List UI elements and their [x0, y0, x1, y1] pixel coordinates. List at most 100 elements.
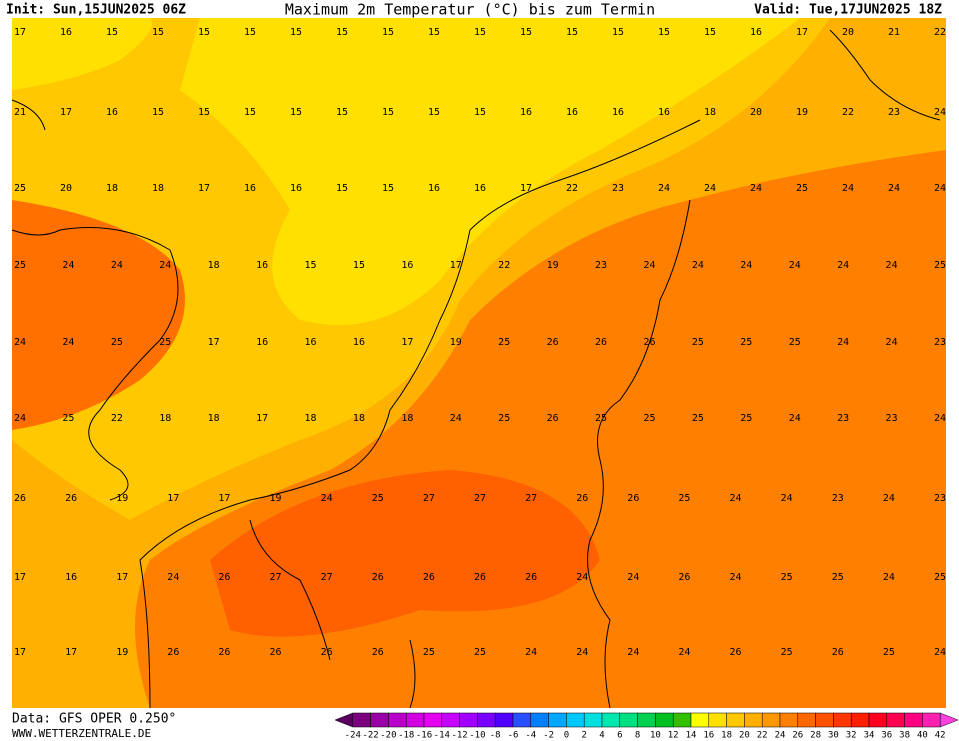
legend-label: -2 [543, 731, 554, 741]
temperature-value: 16 [520, 107, 532, 118]
temperature-value: 24 [886, 260, 898, 271]
temperature-value: 26 [643, 337, 655, 348]
temperature-value: 24 [167, 572, 179, 583]
temperature-value: 20 [842, 27, 854, 38]
legend-cell [370, 712, 389, 728]
temperature-value: 27 [423, 493, 435, 504]
temperature-value: 16 [750, 27, 762, 38]
legend-cell [441, 712, 460, 728]
temperature-value: 17 [14, 572, 26, 583]
temperature-value: 16 [256, 260, 268, 271]
temperature-value: 24 [883, 493, 895, 504]
temperature-value: 15 [520, 27, 532, 38]
legend-label: -18 [398, 731, 414, 741]
legend-label: -8 [490, 731, 501, 741]
temperature-value: 24 [730, 572, 742, 583]
legend-label: 14 [686, 731, 697, 741]
temperature-value: 19 [270, 493, 282, 504]
temperature-value: 24 [837, 260, 849, 271]
temperature-value: 16 [401, 260, 413, 271]
temperature-value: 18 [704, 107, 716, 118]
uk-warm [12, 200, 185, 430]
temperature-value: 20 [750, 107, 762, 118]
color-legend: -24 -22 -20 -18 -16 -14 -12 -10 -8 -6 -4 -2 0 2 4 6 8 10 1… [334, 712, 959, 741]
temperature-value: 26 [218, 647, 230, 658]
temperature-value: 26 [595, 337, 607, 348]
temperature-value: 26 [547, 337, 559, 348]
temperature-value: 25 [474, 647, 486, 658]
legend-arrow [334, 712, 354, 728]
temperature-value: 23 [595, 260, 607, 271]
temperature-value: 16 [353, 337, 365, 348]
temperature-value: 16 [244, 183, 256, 194]
legend-label: -12 [451, 731, 467, 741]
legend-arrow [939, 712, 959, 728]
legend-cell [708, 712, 727, 728]
temperature-value: 17 [60, 107, 72, 118]
legend-cell [744, 712, 763, 728]
temperature-value: 24 [450, 413, 462, 424]
temperature-value: 25 [14, 183, 26, 194]
temperature-value: 16 [658, 107, 670, 118]
temperature-value: 24 [750, 183, 762, 194]
temperature-value: 15 [612, 27, 624, 38]
temperature-value: 17 [167, 493, 179, 504]
temperature-value: 24 [934, 107, 946, 118]
temperature-value: 15 [336, 27, 348, 38]
legend-cell [601, 712, 621, 728]
temperature-value: 18 [159, 413, 171, 424]
temperature-value: 17 [520, 183, 532, 194]
temperature-value: 26 [525, 572, 537, 583]
temperature-value: 15 [198, 27, 210, 38]
legend-cell [797, 712, 816, 728]
temperature-value: 25 [740, 413, 752, 424]
temperature-value: 23 [886, 413, 898, 424]
temperature-value: 26 [167, 647, 179, 658]
temperature-value: 26 [474, 572, 486, 583]
data-source: Data: GFS OPER 0.250° [12, 712, 176, 727]
temperature-value: 25 [883, 647, 895, 658]
legend-cell [779, 712, 799, 728]
legend-label: 36 [881, 731, 892, 741]
temperature-value: 24 [883, 572, 895, 583]
legend-cell [815, 712, 834, 728]
temperature-value: 16 [106, 107, 118, 118]
temperature-value: 26 [730, 647, 742, 658]
temperature-value: 24 [643, 260, 655, 271]
temperature-value: 23 [837, 413, 849, 424]
temperature-value: 18 [305, 413, 317, 424]
legend-cell [619, 712, 638, 728]
temperature-value: 18 [401, 413, 413, 424]
temperature-value: 19 [450, 337, 462, 348]
temperature-value: 15 [382, 107, 394, 118]
legend-cell [690, 712, 710, 728]
legend-cell [922, 712, 941, 728]
temperature-value: 17 [208, 337, 220, 348]
temperature-value: 24 [934, 413, 946, 424]
temperature-value: 24 [740, 260, 752, 271]
legend-cell [530, 712, 549, 728]
legend-cell [761, 712, 781, 728]
temperature-value: 16 [474, 183, 486, 194]
temperature-value: 25 [692, 413, 704, 424]
temperature-value: 15 [305, 260, 317, 271]
temperature-value: 17 [116, 572, 128, 583]
temperature-value: 24 [781, 493, 793, 504]
temperature-value: 25 [832, 572, 844, 583]
temperature-value: 25 [372, 493, 384, 504]
temperature-value: 25 [498, 337, 510, 348]
legend-cell [583, 712, 603, 728]
temperature-value: 25 [781, 572, 793, 583]
legend-cell [566, 712, 585, 728]
temperature-value: 26 [65, 493, 77, 504]
legend-label: 30 [828, 731, 839, 741]
temperature-value: 15 [658, 27, 670, 38]
legend-label: 18 [721, 731, 732, 741]
legend-cell [637, 712, 656, 728]
temperature-value: 16 [612, 107, 624, 118]
temperature-value: 15 [336, 107, 348, 118]
temperature-value: 24 [934, 647, 946, 658]
temperature-value: 25 [159, 337, 171, 348]
legend-label: 10 [650, 731, 661, 741]
